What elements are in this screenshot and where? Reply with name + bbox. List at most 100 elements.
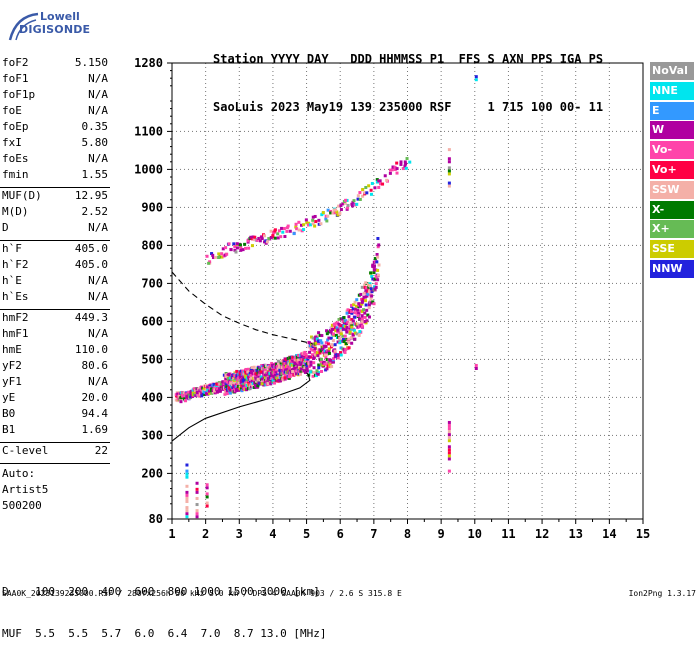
- grid-dot: [575, 407, 577, 408]
- grid-dot: [407, 127, 408, 128]
- grid-dot: [238, 171, 240, 172]
- echo-point: [339, 324, 343, 328]
- grid-dot: [236, 168, 237, 170]
- grid-dot: [436, 358, 437, 360]
- grid-dot: [464, 434, 465, 436]
- param-value: 2.52: [81, 205, 109, 218]
- grid-dot: [392, 206, 393, 208]
- x-tick-label: 13: [568, 527, 582, 541]
- grid-dot: [306, 95, 308, 96]
- echo-point: [368, 282, 372, 286]
- grid-dot: [404, 358, 405, 360]
- grid-dot: [306, 347, 308, 348]
- grid-dot: [541, 95, 543, 96]
- grid-dot: [575, 195, 577, 196]
- grid-dot: [196, 130, 197, 132]
- grid-dot: [508, 206, 509, 208]
- echo-point: [309, 360, 313, 364]
- grid-dot: [575, 491, 577, 492]
- grid-dot: [272, 83, 274, 84]
- grid-dot: [408, 244, 409, 246]
- grid-dot: [339, 511, 341, 512]
- grid-dot: [464, 168, 465, 170]
- grid-dot: [373, 503, 375, 504]
- grid-dot: [205, 159, 207, 160]
- echo-point: [343, 325, 347, 329]
- grid-dot: [424, 358, 425, 360]
- grid-dot: [272, 244, 273, 246]
- echo-point: [210, 252, 214, 256]
- grid-dot: [474, 111, 476, 112]
- grid-dot: [532, 130, 533, 132]
- param-name: MUF(D): [2, 189, 42, 202]
- grid-dot: [440, 219, 442, 220]
- grid-dot: [552, 472, 553, 474]
- grid-dot: [480, 320, 481, 322]
- echo-point: [325, 332, 329, 336]
- echo-point: [329, 336, 333, 340]
- grid-dot: [407, 383, 408, 384]
- grid-dot: [600, 282, 601, 284]
- grid-dot: [620, 320, 621, 322]
- grid-dot: [552, 244, 553, 246]
- grid-dot: [474, 427, 476, 428]
- param-row-clevel: C-level 22: [2, 444, 108, 460]
- echo-point: [185, 472, 189, 476]
- grid-dot: [204, 358, 205, 360]
- grid-dot: [541, 387, 543, 388]
- grid-dot: [272, 119, 274, 120]
- echo-point: [365, 191, 369, 195]
- grid-dot: [272, 123, 274, 124]
- grid-dot: [360, 320, 361, 322]
- grid-dot: [296, 244, 297, 246]
- grid-dot: [348, 472, 349, 474]
- grid-dot: [464, 206, 465, 208]
- grid-dot: [474, 447, 476, 448]
- grid-dot: [552, 282, 553, 284]
- grid-dot: [238, 291, 240, 292]
- grid-dot: [541, 311, 543, 312]
- grid-dot: [440, 251, 442, 252]
- grid-dot: [272, 339, 274, 340]
- grid-dot: [568, 434, 569, 436]
- grid-dot: [384, 472, 385, 474]
- grid-dot: [204, 130, 205, 132]
- grid-dot: [541, 367, 543, 368]
- grid-dot: [407, 291, 408, 292]
- grid-dot: [388, 472, 389, 474]
- grid-dot: [407, 175, 408, 176]
- grid-dot: [344, 358, 345, 360]
- grid-dot: [296, 282, 297, 284]
- grid-dot: [440, 282, 441, 284]
- echo-point: [377, 243, 381, 247]
- grid-dot: [540, 130, 541, 132]
- grid-dot: [407, 347, 408, 348]
- grid: [171, 62, 644, 520]
- grid-dot: [380, 282, 381, 284]
- grid-dot: [608, 463, 610, 464]
- echo-point: [362, 295, 366, 299]
- grid-dot: [373, 139, 375, 140]
- echo-point: [234, 387, 238, 391]
- grid-dot: [244, 434, 245, 436]
- grid-dot: [238, 99, 240, 100]
- legend-item-sse: SSE: [650, 240, 694, 259]
- grid-dot: [360, 206, 361, 208]
- grid-dot: [308, 282, 309, 284]
- echo-point: [257, 236, 261, 240]
- grid-dot: [388, 206, 389, 208]
- grid-dot: [272, 347, 274, 348]
- echo-point: [250, 237, 254, 241]
- grid-dot: [188, 358, 189, 360]
- grid-dot: [580, 130, 581, 132]
- grid-dot: [272, 103, 274, 104]
- grid-dot: [205, 239, 207, 240]
- grid-dot: [507, 459, 509, 460]
- grid-dot: [407, 83, 408, 84]
- echo-point: [347, 346, 351, 350]
- grid-dot: [238, 271, 240, 272]
- param-name: hmE: [2, 343, 22, 356]
- echo-point: [249, 369, 253, 373]
- grid-dot: [308, 130, 309, 132]
- grid-dot: [512, 206, 513, 208]
